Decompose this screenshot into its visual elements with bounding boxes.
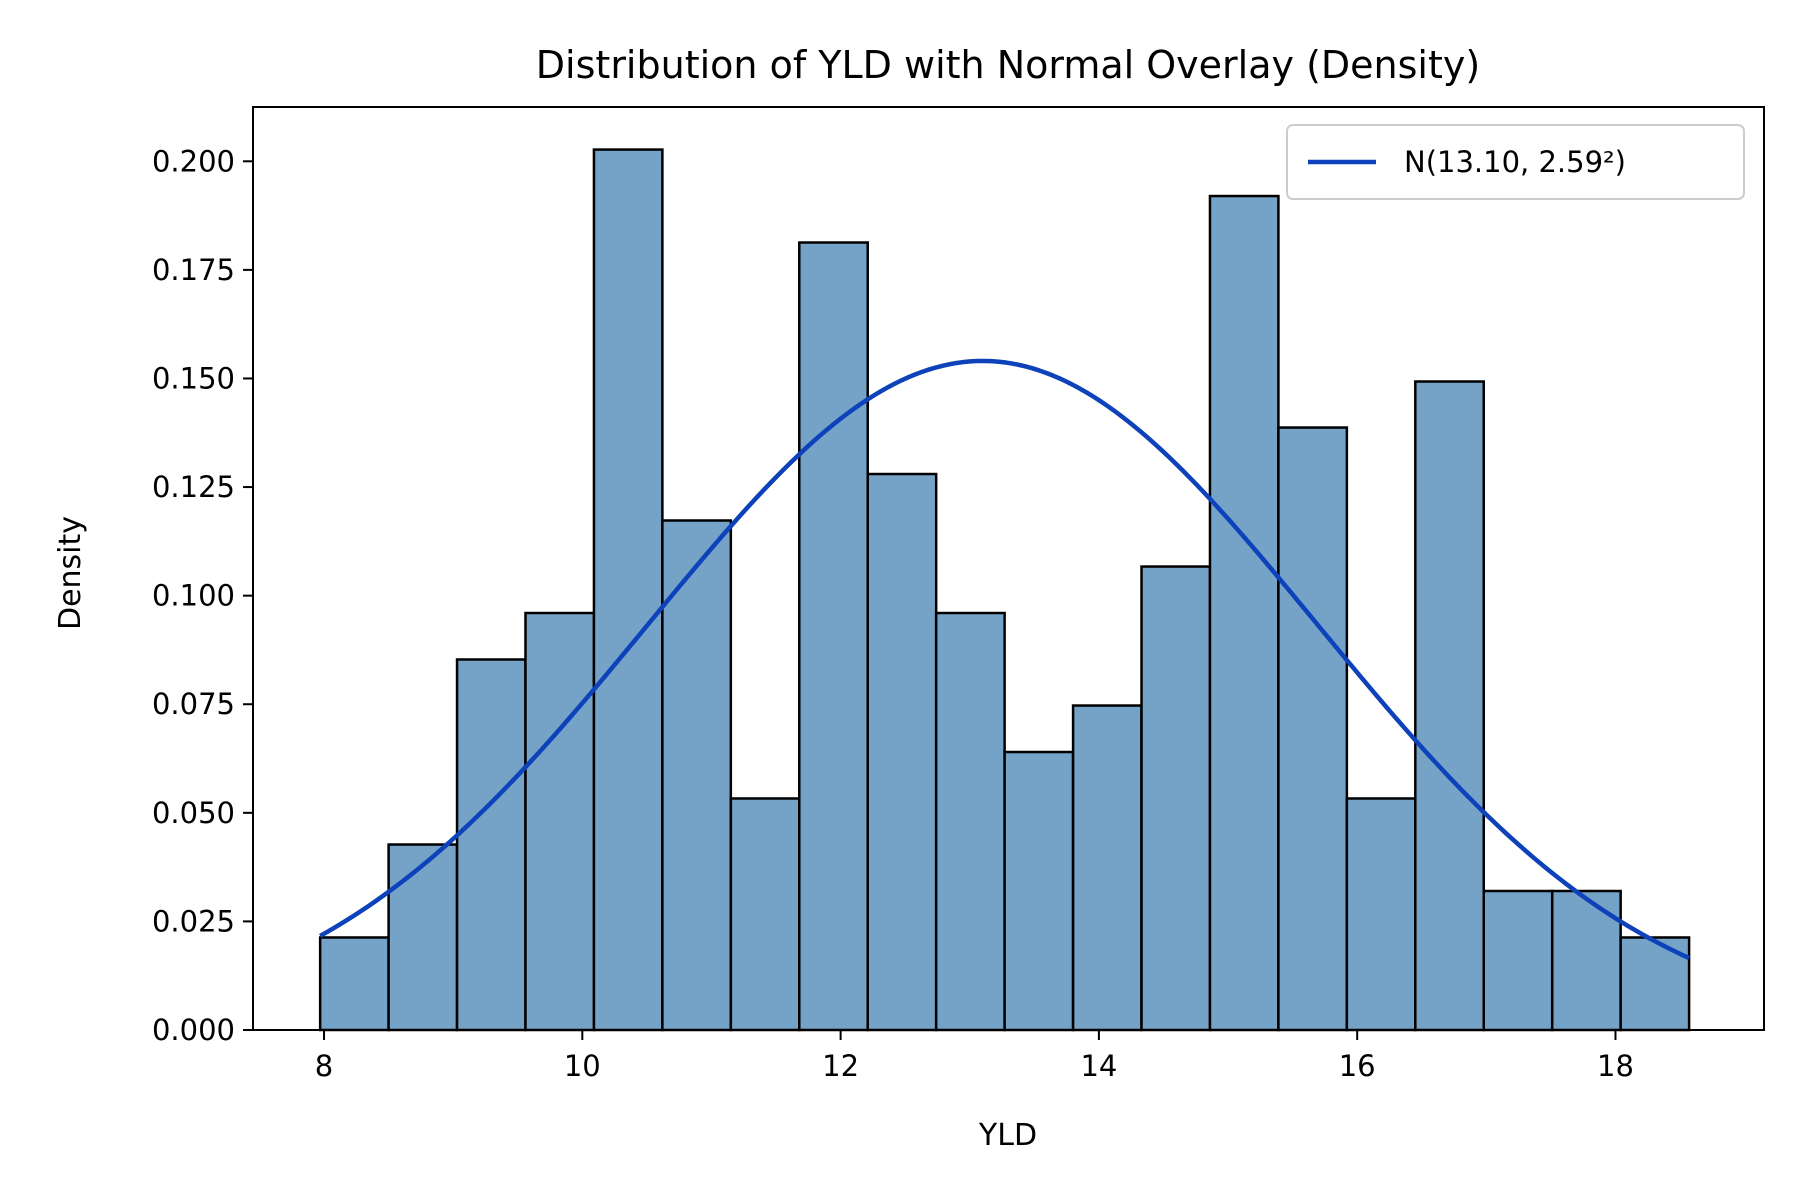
histogram-bar	[1414, 380, 1486, 1032]
histogram-bar	[1071, 704, 1143, 1032]
y-tick-label: 0.150	[152, 361, 235, 395]
histogram-bar	[798, 241, 869, 1032]
y-tick-label: 0.075	[152, 687, 235, 721]
histogram-bar	[318, 936, 390, 1032]
x-tick-label: 8	[315, 1049, 333, 1083]
x-axis-label: YLD	[978, 1118, 1037, 1153]
x-tick-label: 10	[564, 1049, 601, 1083]
x-axis-ticks: 8 10 12 14 16 18	[315, 1030, 1634, 1083]
histogram-bar	[1003, 750, 1075, 1032]
histogram-bar	[1345, 797, 1417, 1032]
histogram-bar	[387, 843, 459, 1032]
histogram-bar	[524, 611, 596, 1032]
y-tick-label: 0.100	[152, 579, 235, 613]
y-axis-label: Density	[53, 516, 88, 630]
x-tick-label: 12	[822, 1049, 859, 1083]
histogram-bar	[592, 148, 664, 1032]
plot-frame	[252, 106, 1765, 1031]
histogram-bars	[318, 148, 1691, 1032]
y-tick-label: 0.000	[152, 1013, 235, 1047]
x-tick-label: 18	[1597, 1049, 1634, 1083]
x-tick-label: 16	[1339, 1049, 1376, 1083]
histogram-bar	[866, 472, 938, 1032]
legend-entry-normal-fit: N(13.10, 2.59²)	[1404, 145, 1626, 179]
y-tick-label: 0.125	[152, 470, 235, 504]
histogram-bar	[1277, 426, 1349, 1032]
y-axis-ticks: 0.000 0.025 0.050 0.075 0.100 0.125 0.150 0.175…	[152, 144, 253, 1047]
histogram-bar	[729, 797, 801, 1032]
y-tick-label: 0.200	[152, 144, 235, 178]
y-tick-label: 0.050	[152, 796, 235, 830]
y-tick-label: 0.025	[152, 904, 235, 938]
histogram-bar	[1482, 889, 1554, 1032]
legend-box	[1286, 124, 1745, 200]
histogram-bar	[1140, 565, 1212, 1032]
histogram-bar	[1208, 194, 1280, 1032]
chart-title: Distribution of YLD with Normal Overlay …	[536, 43, 1480, 87]
legend: N(13.10, 2.59²)	[1286, 124, 1745, 200]
histogram-bar	[934, 611, 1006, 1032]
histogram-bar	[455, 658, 527, 1032]
y-tick-label: 0.175	[152, 253, 235, 287]
x-tick-label: 14	[1080, 1049, 1117, 1083]
histogram-bar	[1550, 889, 1622, 1032]
normal-curve-line	[319, 358, 1691, 961]
